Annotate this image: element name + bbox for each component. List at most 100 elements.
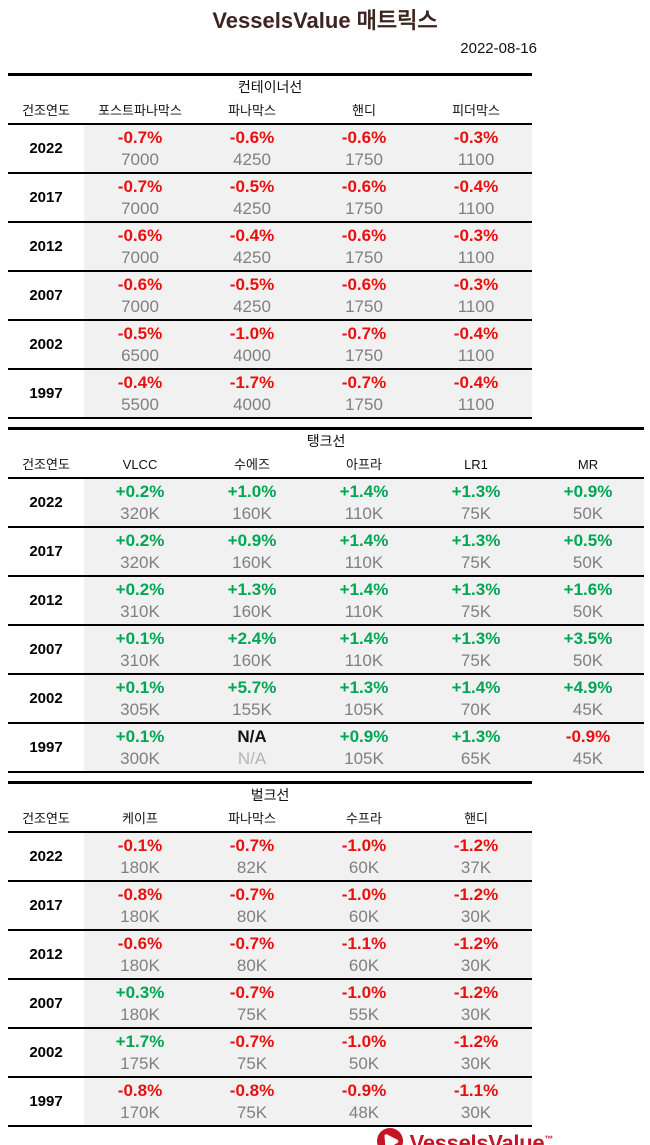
value-cell: -1.0% 50K (308, 1027, 420, 1077)
vessel-size: 30K (460, 907, 492, 926)
vessel-size: 180K (120, 1005, 160, 1024)
value-cell: -0.4% 5500 (84, 368, 196, 418)
table-title-row: 컨테이너선 (8, 75, 532, 100)
pct-change: +4.9% (563, 678, 613, 697)
pct-change: +1.3% (451, 580, 501, 599)
pct-change: +1.4% (339, 531, 389, 550)
vessel-size: 60K (348, 907, 380, 926)
pct-change: -0.9% (341, 1081, 387, 1100)
pct-change: -1.0% (341, 1032, 387, 1051)
vessel-size: 5500 (121, 395, 159, 414)
value-cell: +0.5% 50K (532, 526, 645, 576)
report-date: 2022-08-16 (460, 40, 537, 57)
column-header: 파나막스 (196, 807, 308, 833)
vessel-size: 1750 (345, 199, 383, 218)
vessel-size: 45K (572, 700, 604, 719)
column-header: 핸디 (308, 99, 420, 125)
year-column-header: 건조연도 (8, 807, 84, 833)
vessel-size: 55K (348, 1005, 380, 1024)
value-cell: -0.7% 82K (196, 831, 308, 881)
year-cell: 2007 (8, 624, 84, 674)
vessel-size: 70K (460, 700, 492, 719)
pct-change: +0.1% (115, 678, 165, 697)
vessel-size: 37K (460, 858, 492, 877)
vessel-size: 75K (460, 651, 492, 670)
year-cell: 2017 (8, 172, 84, 222)
pct-change: -1.2% (453, 1032, 499, 1051)
value-cell: -0.6% 4250 (196, 123, 308, 173)
value-cell: -0.6% 1750 (308, 123, 420, 173)
pct-change: -0.7% (229, 836, 275, 855)
pct-change: +1.3% (451, 531, 501, 550)
vessel-size: 170K (120, 1103, 160, 1122)
vesselsvalue-logo-icon (376, 1128, 403, 1145)
pct-change: -0.4% (229, 226, 275, 245)
value-cell: -0.6% 1750 (308, 270, 420, 320)
pct-change: +1.3% (339, 678, 389, 697)
vessel-size: 60K (348, 858, 380, 877)
vessel-size: 50K (572, 504, 604, 523)
column-header-row: 건조연도 포스트파나막스 파나막스 핸디 피더막스 (8, 99, 533, 125)
value-cell: -0.7% 80K (196, 880, 308, 930)
value-cell: +3.5% 50K (532, 624, 645, 674)
value-cell: -1.2% 37K (420, 831, 533, 881)
vessel-size: 30K (460, 1103, 492, 1122)
pct-change: -1.0% (341, 983, 387, 1002)
table-row: 2022 +0.2% 320K +1.0% 160K +1.4% 110K +1.3% 75K +… (8, 477, 645, 527)
pct-change: +1.3% (227, 580, 277, 599)
vessel-size: 75K (460, 504, 492, 523)
pct-change: +0.5% (563, 531, 613, 550)
pct-change: +1.3% (451, 727, 501, 746)
vessel-size: 1750 (345, 395, 383, 414)
vessel-size: 320K (120, 553, 160, 572)
pct-change: +5.7% (227, 678, 277, 697)
tables: 컨테이너선 건조연도 포스트파나막스 파나막스 핸디 피더막스 2022 -0.7% 7000-… (0, 73, 650, 1127)
table-row: 2012 -0.6% 7000 -0.4% 4250 -0.6% 1750 -0.3% 1100 (8, 221, 533, 271)
trademark-symbol: ™ (544, 1133, 553, 1144)
column-header: LR1 (420, 453, 532, 479)
vessel-size: 7000 (121, 150, 159, 169)
table-row: 2017 -0.7% 7000 -0.5% 4250 -0.6% 1750 -0.4% 1100 (8, 172, 533, 222)
value-cell: -0.9% 45K (532, 722, 645, 772)
pct-change: -1.0% (229, 324, 275, 343)
table-row: 1997 -0.8% 170K -0.8% 75K -0.9% 48K -1.1% 30K (8, 1076, 533, 1126)
pct-change: -0.7% (117, 128, 163, 147)
value-cell: -0.7% 7000 (84, 123, 196, 173)
value-cell: +1.4% 110K (308, 575, 420, 625)
pct-change: +0.3% (115, 983, 165, 1002)
vessel-size: 1100 (457, 150, 495, 169)
column-header: 수프라 (308, 807, 420, 833)
table-row: 1997 -0.4% 5500 -1.7% 4000 -0.7% 1750 -0.4% 1100 (8, 368, 533, 418)
value-cell: -1.2% 30K (420, 978, 533, 1028)
value-cell: -0.7% 7000 (84, 172, 196, 222)
year-cell: 2002 (8, 1027, 84, 1077)
value-cell: -0.6% 7000 (84, 270, 196, 320)
year-column-header: 건조연도 (8, 99, 84, 125)
pct-change: -0.7% (229, 885, 275, 904)
pct-change: -0.9% (565, 727, 611, 746)
vessel-size: 50K (572, 553, 604, 572)
pct-change: -0.7% (117, 177, 163, 196)
vessel-size: 180K (120, 956, 160, 975)
value-cell: +0.2% 320K (84, 477, 196, 527)
pct-change: -0.5% (117, 324, 163, 343)
vessel-size: 48K (348, 1103, 380, 1122)
table-row: 2017 +0.2% 320K +0.9% 160K +1.4% 110K +1.3% 75K +… (8, 526, 645, 576)
column-header: 피더막스 (420, 99, 533, 125)
vessel-size: 7000 (121, 248, 159, 267)
vessel-size: 110K (344, 602, 384, 621)
vessel-size: 310K (120, 651, 160, 670)
vessel-size: 160K (232, 651, 272, 670)
column-header: 케이프 (84, 807, 196, 833)
value-cell: -0.7% 75K (196, 978, 308, 1028)
value-cell: N/A N/A (196, 722, 308, 772)
pct-change: -0.6% (341, 226, 387, 245)
table-title-row: 탱크선 (8, 429, 644, 454)
vessel-size: 160K (232, 504, 272, 523)
year-cell: 2012 (8, 575, 84, 625)
pct-change: +0.9% (563, 482, 613, 501)
year-cell: 2002 (8, 319, 84, 369)
pct-change: -0.6% (341, 128, 387, 147)
table-row: 2002 +1.7% 175K -0.7% 75K -1.0% 50K -1.2% 30K (8, 1027, 533, 1077)
table-row: 2012 -0.6% 180K -0.7% 80K -1.1% 60K -1.2% 30K (8, 929, 533, 979)
